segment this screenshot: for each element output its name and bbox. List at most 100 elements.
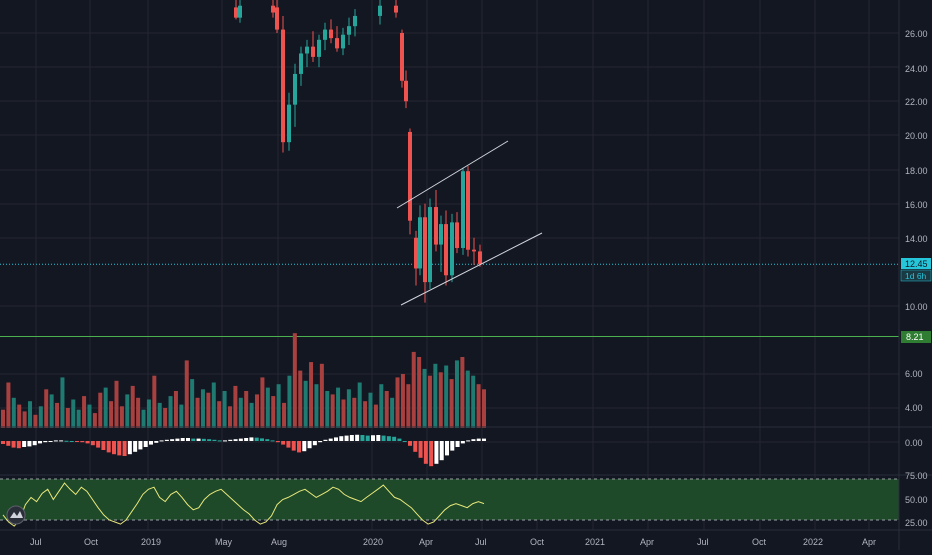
volume-bar xyxy=(255,394,260,428)
candle-body xyxy=(341,34,345,49)
channel-upper-line xyxy=(396,140,509,209)
volume-bar xyxy=(465,370,470,428)
candle-body xyxy=(400,33,404,81)
time-axis[interactable]: Jul Oct 2019 May Aug 2020 Apr Jul Oct 20… xyxy=(30,537,876,547)
macd-histogram-bar xyxy=(360,435,365,441)
volume-bar xyxy=(395,377,400,428)
volume-bar xyxy=(55,402,60,428)
macd-histogram-bar xyxy=(117,441,122,456)
last-price-label: 12.45 xyxy=(905,259,928,269)
macd-histogram-bar xyxy=(307,441,312,449)
price-tick-label: 14.00 xyxy=(905,234,928,244)
support-badge xyxy=(901,331,931,343)
volume-bar xyxy=(260,377,265,428)
volume-bar xyxy=(200,389,205,428)
macd-histogram-bar xyxy=(32,441,37,446)
macd-histogram-bar xyxy=(1,441,5,444)
macd-histogram-bar xyxy=(27,441,32,447)
time-label: Oct xyxy=(84,537,99,547)
countdown-label: 1d 6h xyxy=(905,271,927,281)
volume-bar xyxy=(130,385,135,428)
candle-body xyxy=(478,251,482,265)
macd-histogram-bar xyxy=(429,441,434,467)
volume-bar xyxy=(92,413,97,428)
volume-bar xyxy=(103,387,108,428)
time-label: 2020 xyxy=(363,537,383,547)
macd-histogram-bar xyxy=(96,441,101,448)
macd-histogram-bar xyxy=(212,439,217,441)
volume-bar xyxy=(33,414,38,428)
candle-body xyxy=(444,224,448,276)
macd-histogram-bar xyxy=(22,441,27,447)
macd-histogram-bar xyxy=(207,439,212,441)
volume-bar xyxy=(438,372,443,428)
macd-histogram-bar xyxy=(423,441,428,464)
price-tick-label: 20.00 xyxy=(905,131,928,141)
tradingview-cloud-icon[interactable] xyxy=(6,505,26,525)
macd-histogram-bar xyxy=(471,439,476,441)
macd-histogram-bar xyxy=(418,441,423,458)
time-label: 2021 xyxy=(585,537,605,547)
rsi-pane[interactable] xyxy=(0,478,899,527)
volume-bar xyxy=(406,384,411,428)
volume-bar xyxy=(400,374,405,428)
candle-body xyxy=(335,38,339,49)
macd-histogram-bar xyxy=(312,441,317,446)
volume-bar xyxy=(460,357,465,428)
channel-lower-line xyxy=(400,232,543,306)
macd-histogram-bar xyxy=(180,438,185,441)
price-pane[interactable] xyxy=(0,0,899,338)
macd-histogram-bar xyxy=(381,435,386,441)
last-price-badge xyxy=(901,258,931,269)
macd-histogram-bar xyxy=(122,441,127,456)
macd-histogram-bar xyxy=(371,435,375,441)
candle-body xyxy=(234,7,238,18)
macd-pane[interactable] xyxy=(1,434,486,467)
price-axis[interactable]: 26.00 24.00 22.00 20.00 18.00 16.00 14.0… xyxy=(900,29,932,343)
volume-pane[interactable] xyxy=(1,333,486,428)
macd-histogram-bar xyxy=(365,435,370,441)
macd-histogram-bar xyxy=(64,440,69,442)
volume-bar xyxy=(265,387,270,428)
volume-bar xyxy=(211,382,216,428)
candle-body xyxy=(271,5,275,13)
volume-bar xyxy=(282,402,287,428)
macd-histogram-bar xyxy=(445,441,449,456)
candle-body xyxy=(287,104,291,143)
macd-axis: 0.00 xyxy=(905,438,923,448)
candle-body xyxy=(423,217,427,283)
grid-lines xyxy=(0,0,899,530)
volume-bar xyxy=(109,401,114,428)
countdown-badge xyxy=(900,269,932,282)
macd-histogram-bar xyxy=(69,441,74,442)
volume-bar xyxy=(17,404,22,428)
rsi-line xyxy=(2,482,485,527)
candle-body xyxy=(305,46,309,54)
macd-histogram-bar xyxy=(339,436,344,441)
macd-histogram-bar xyxy=(138,441,143,450)
volume-bar xyxy=(379,384,384,428)
macd-histogram-bar xyxy=(434,441,439,464)
macd-histogram-bar xyxy=(201,438,206,441)
volume-bar xyxy=(471,375,476,428)
macd-histogram-bar xyxy=(186,438,190,441)
volume-bar xyxy=(444,365,449,428)
macd-histogram-bar xyxy=(154,441,159,443)
volume-bar xyxy=(157,402,162,428)
volume-bar xyxy=(65,408,70,428)
macd-histogram-bar xyxy=(450,441,455,451)
macd-histogram-bar xyxy=(402,441,407,442)
price-tick-label: 10.00 xyxy=(905,302,928,312)
volume-bar xyxy=(82,396,87,428)
volume-bar xyxy=(1,409,5,428)
volume-bar xyxy=(309,362,314,428)
time-label: Jul xyxy=(697,537,709,547)
volume-bar xyxy=(449,379,454,428)
macd-histogram-bar xyxy=(127,441,132,455)
macd-histogram-bar xyxy=(223,440,227,442)
macd-histogram-bar xyxy=(297,441,301,453)
volume-bar xyxy=(227,406,232,428)
volume-bar xyxy=(217,401,222,428)
